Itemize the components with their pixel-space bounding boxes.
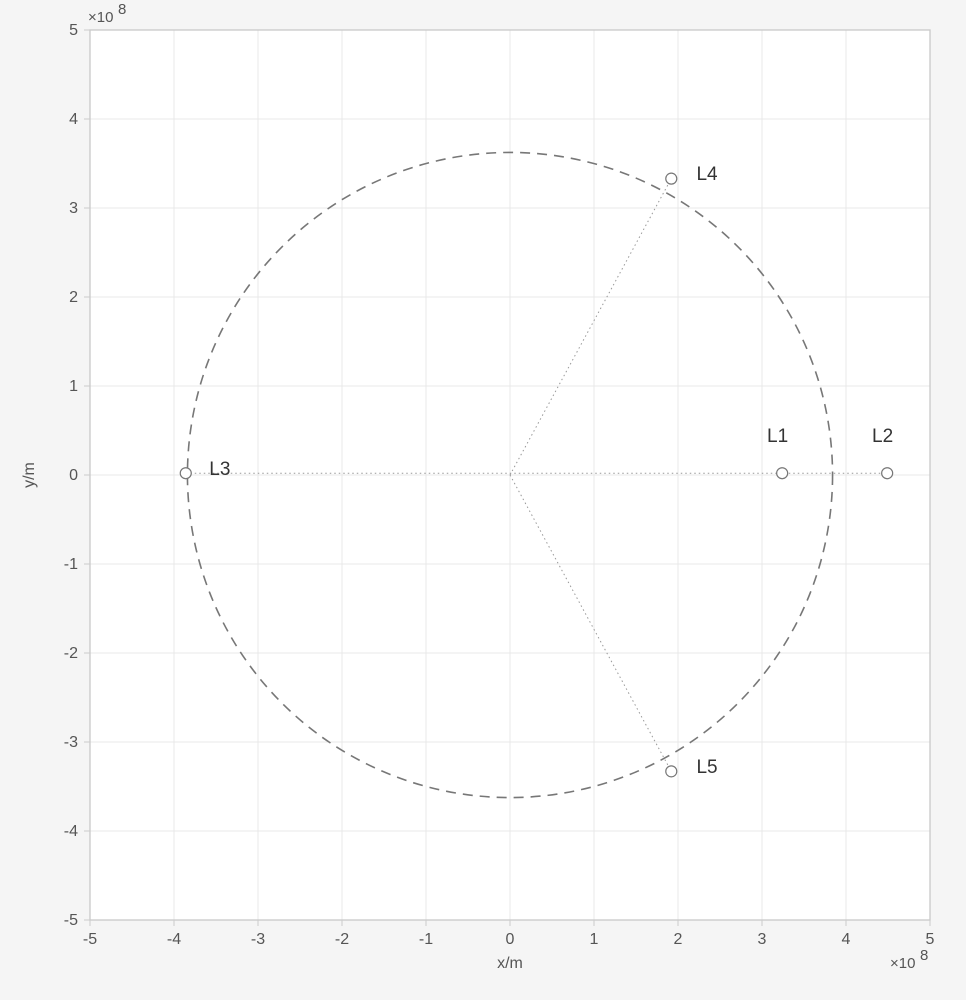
y-tick-label: -5	[64, 912, 78, 929]
svg-text:8: 8	[118, 1, 126, 18]
y-tick-label: 3	[69, 200, 78, 217]
lagrange-label-l3: L3	[209, 459, 230, 480]
x-tick-label: 5	[926, 931, 935, 948]
x-tick-label: -2	[335, 931, 349, 948]
svg-text:×10: ×10	[88, 9, 113, 26]
lagrange-point-l4	[666, 173, 677, 184]
lagrange-label-l4: L4	[696, 164, 718, 185]
y-tick-label: 2	[69, 289, 78, 306]
x-tick-label: -3	[251, 931, 265, 948]
x-tick-label: -1	[419, 931, 433, 948]
x-tick-label: 1	[590, 931, 599, 948]
y-tick-label: -3	[64, 734, 78, 751]
lagrange-point-l1	[777, 468, 788, 479]
y-axis-label: y/m	[21, 462, 38, 488]
y-tick-label: 1	[69, 378, 78, 395]
x-tick-label: 2	[674, 931, 683, 948]
x-axis-label: x/m	[497, 955, 523, 972]
lagrange-label-l5: L5	[696, 757, 717, 778]
lagrange-label-l1: L1	[767, 426, 788, 447]
svg-text:8: 8	[920, 947, 928, 964]
y-tick-label: 0	[69, 467, 78, 484]
x-tick-label: -5	[83, 931, 97, 948]
svg-text:×10: ×10	[890, 955, 915, 972]
y-tick-label: -1	[64, 556, 78, 573]
y-tick-label: -2	[64, 645, 78, 662]
lagrange-label-l2: L2	[872, 426, 893, 447]
lagrange-point-l2	[882, 468, 893, 479]
y-tick-label: -4	[64, 823, 78, 840]
lagrange-point-l3	[180, 468, 191, 479]
y-tick-label: 5	[69, 22, 78, 39]
lagrange-point-l5	[666, 766, 677, 777]
x-tick-label: 0	[506, 931, 515, 948]
lagrange-point-plot: L1 L2 L3 L4 L5 -5 -4 -3 -2 -1 0 1 2 3 4 5 -5 -4 -3 -2 -1 0 1 2 3…	[0, 0, 966, 1000]
x-tick-label: 3	[758, 931, 767, 948]
chart-svg: L1 L2 L3 L4 L5 -5 -4 -3 -2 -1 0 1 2 3 4 5 -5 -4 -3 -2 -1 0 1 2 3…	[0, 0, 966, 1000]
x-tick-label: 4	[842, 931, 851, 948]
y-tick-label: 4	[69, 111, 78, 128]
x-tick-label: -4	[167, 931, 181, 948]
